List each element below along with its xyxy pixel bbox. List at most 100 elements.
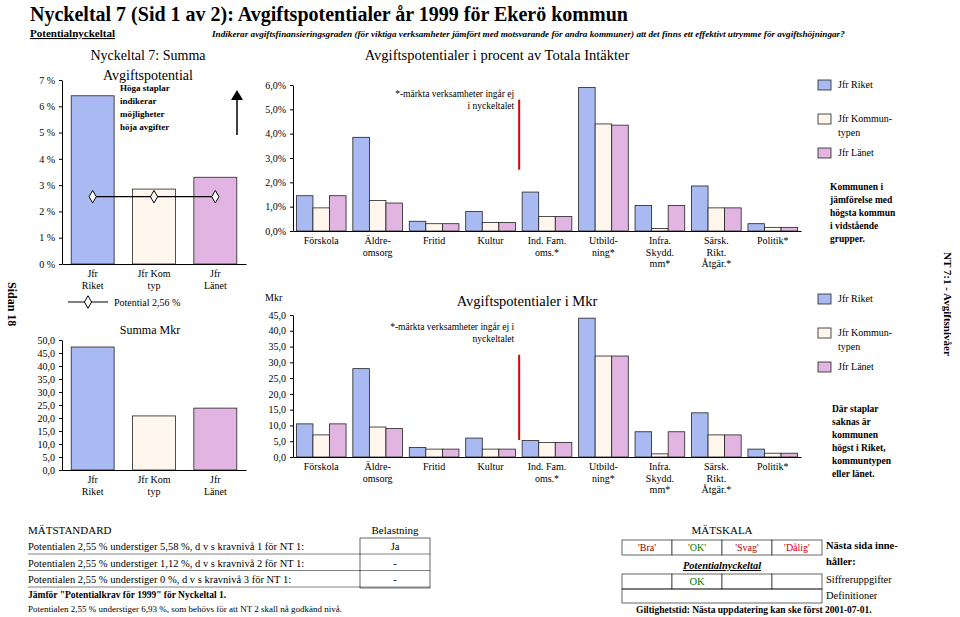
- arrow-shaft: [236, 98, 238, 135]
- text-line: Förskola: [304, 461, 340, 472]
- bar: [748, 224, 765, 231]
- y-tick: 5 %: [39, 127, 62, 138]
- tick-label: 1 %: [39, 232, 55, 243]
- divider-line: [518, 355, 520, 440]
- tick-label: 25,0: [269, 373, 287, 384]
- tick-mark: [59, 353, 62, 354]
- tick-label: 30,0: [38, 387, 56, 398]
- y-tick: 4 %: [39, 154, 62, 165]
- text-line: Definitioner: [826, 590, 878, 601]
- tick-mark: [59, 366, 62, 367]
- legend-swatch: [818, 294, 831, 304]
- bar: [579, 87, 596, 231]
- annotation: Kommunen ijämförelse medhögsta kommuni v…: [829, 182, 896, 244]
- y-tick: 50,0: [38, 335, 63, 346]
- marker: [150, 190, 157, 202]
- text-line: Fritid: [423, 461, 445, 472]
- bar: [725, 435, 742, 457]
- x-axis: FörskolaÄldre-omsorgFritidKulturInd. Fam…: [294, 231, 802, 269]
- y-axis-line: [293, 86, 294, 232]
- text-line: Indikerar avgiftsfinansieringsgraden (fö…: [211, 29, 845, 39]
- text-line: Potentialen 2,55 % understiger 6,93 %, s…: [28, 604, 342, 614]
- tick-mark: [290, 378, 293, 379]
- text-line: Siffreruppgifter: [826, 574, 892, 585]
- divider-line: [518, 100, 520, 170]
- y-tick: 35,0: [38, 374, 63, 385]
- bar: [386, 203, 403, 231]
- chart: 0,05,010,015,020,025,030,035,040,045,0Fö…: [265, 292, 892, 495]
- text-line: Jfr Kom: [137, 268, 170, 279]
- y-axis: 0,0%1,0%2,0%3,0%4,0%5,0%6,0%: [265, 80, 293, 237]
- x-tick: Kultur: [478, 231, 505, 246]
- text-line: Summa Mkr: [120, 323, 180, 337]
- row-text: Potentialen 2,55 % understiger 0 %, d v …: [28, 574, 291, 585]
- category-label: Jfr Komtyp: [137, 268, 170, 291]
- grade-cell: [722, 540, 772, 555]
- tick-label: 45,0: [38, 348, 56, 359]
- x-tick: Fritid: [423, 457, 445, 472]
- y-axis-line: [62, 81, 63, 265]
- tick-label: 45,0: [269, 310, 287, 321]
- text-line: Jfr Länet: [838, 361, 874, 372]
- text-line: Jfr Kommun-: [838, 327, 892, 338]
- legend-label: Jfr Riket: [838, 79, 873, 90]
- annotation: *-märkta verksamheter ingår ej inyckelta…: [390, 322, 514, 344]
- text-line: jämförelse med: [829, 195, 893, 205]
- category-label: Jfr Komtyp: [137, 474, 170, 497]
- x-tick: JfrRiket: [82, 264, 104, 291]
- text-line: oms.*: [535, 473, 559, 484]
- measure-standard: MÄTSTANDARDBelastningPotentialen 2,55 % …: [28, 524, 430, 614]
- y-tick: 30,0: [269, 357, 294, 368]
- text-line: 'Dålig': [784, 542, 810, 553]
- tick-mark: [59, 418, 62, 419]
- tick-mark: [290, 182, 293, 183]
- tick-label: 25,0: [38, 400, 56, 411]
- text-line: typen: [838, 341, 860, 352]
- bar: [499, 222, 516, 231]
- y-tick: 1 %: [39, 232, 62, 243]
- text-line: Äldre-: [365, 235, 391, 246]
- text-line: Jfr: [87, 474, 98, 485]
- tick-mark: [290, 457, 293, 458]
- y-tick: 6 %: [39, 101, 62, 112]
- x-axis: JfrRiketJfr KomtypJfrLänet: [63, 470, 247, 497]
- plot-marks: [296, 318, 797, 457]
- tick-label: 35,0: [38, 374, 56, 385]
- chart: 0 %1 %2 %3 %4 %5 %6 %7 %JfrRiketJfr Komt…: [39, 48, 246, 308]
- text-line: Sidan 18: [5, 282, 19, 326]
- grade-label: 'OK': [688, 542, 706, 553]
- text-line: Särsk.: [704, 461, 729, 472]
- bar: [482, 222, 499, 231]
- text-line: Giltighetstid: Nästa uppdatering kan ske…: [636, 605, 872, 615]
- text-line: Avgiftspotentialer i procent av Totala I…: [365, 47, 630, 63]
- tick-label: 10,0: [269, 420, 287, 431]
- x-tick: Ind. Fam.oms.*: [528, 457, 567, 484]
- bar: [708, 208, 725, 231]
- tick-label: 6 %: [39, 101, 55, 112]
- x-axis-line: [63, 470, 247, 471]
- legend-label: Jfr Länet: [838, 361, 874, 372]
- legend-label: Potential 2,56 %: [114, 297, 180, 308]
- tick-mark: [290, 362, 293, 363]
- category-label: Förskola: [304, 235, 340, 246]
- y-tick: 0,0: [43, 465, 63, 476]
- y-tick: 30,0: [38, 387, 63, 398]
- bar: [764, 227, 781, 231]
- marker: [89, 190, 96, 202]
- category-label: Utbild-ning*: [589, 235, 618, 258]
- y-tick: 40,0: [269, 325, 294, 336]
- legend-marker: [84, 296, 91, 308]
- tick-mark: [290, 425, 293, 426]
- tick-mark: [290, 441, 293, 442]
- tick-mark: [290, 134, 293, 135]
- tick-mark: [59, 159, 62, 160]
- tick-mark: [59, 392, 62, 393]
- bar: [522, 441, 539, 457]
- tick-mark: [59, 133, 62, 134]
- tick-mark: [290, 331, 293, 332]
- text-line: Nästa sida inne-: [826, 540, 898, 551]
- x-axis-line: [63, 264, 247, 265]
- category-label: JfrRiket: [82, 474, 104, 497]
- tick-label: 10,0: [38, 439, 56, 450]
- legend-label: Jfr Kommun-typen: [838, 327, 892, 352]
